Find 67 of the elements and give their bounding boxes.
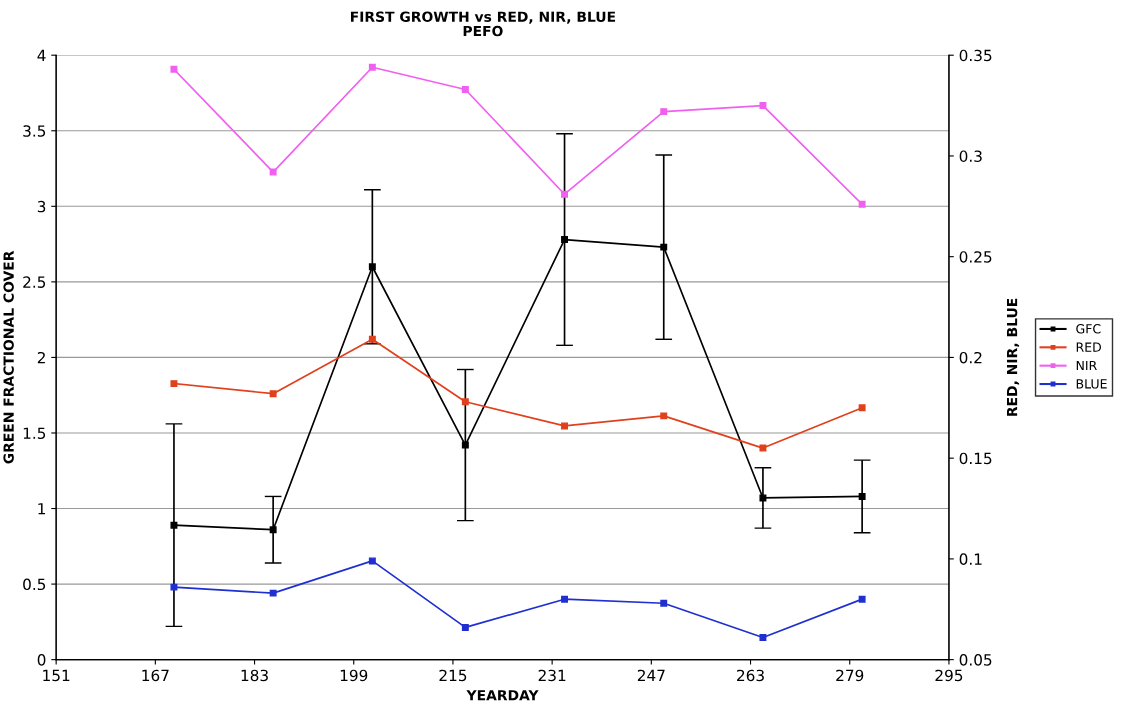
x-tick-label: 215 <box>439 669 467 682</box>
point <box>368 263 376 271</box>
chart-subtitle: PEFO <box>463 25 503 37</box>
y-tick-label: 3.5 <box>23 125 46 137</box>
point <box>368 557 376 565</box>
point <box>368 63 376 71</box>
y-axis-title: GREEN FRACTIONAL COVER <box>3 250 14 464</box>
point <box>858 492 866 500</box>
x-tick-label: 167 <box>142 669 169 682</box>
point <box>461 623 469 631</box>
x-tick-label: 231 <box>538 669 566 682</box>
y2-tick-label: 0.05 <box>959 654 992 666</box>
point <box>269 390 277 398</box>
point <box>561 190 569 198</box>
point <box>660 108 668 116</box>
point <box>269 526 277 534</box>
point <box>759 102 767 110</box>
x-tick-label: 263 <box>737 669 764 682</box>
y2-axis-title: RED, NIR, BLUE <box>1006 298 1020 416</box>
x-axis-title: YEARDAY <box>466 690 539 701</box>
point <box>170 521 178 529</box>
point <box>170 65 178 73</box>
legend-label: GFC <box>1076 324 1101 334</box>
x-tick-label: 295 <box>935 669 963 682</box>
x-tick-label: 151 <box>43 669 70 682</box>
y-tick-label: 2 <box>37 351 45 364</box>
y2-tick-label: 0.25 <box>959 251 992 263</box>
point <box>858 595 866 603</box>
y2-tick-label: 0.35 <box>959 49 992 62</box>
y2-tick-label: 0.3 <box>959 150 982 162</box>
point <box>269 589 277 597</box>
point <box>858 404 866 412</box>
legend-label: RED <box>1076 342 1102 352</box>
point <box>461 441 469 449</box>
y-tick-label: 3 <box>37 200 46 213</box>
legend-label: NIR <box>1076 360 1097 371</box>
point <box>660 599 668 607</box>
y2-tick-label: 0.1 <box>959 553 982 565</box>
point <box>759 444 767 452</box>
point <box>561 422 569 430</box>
point <box>461 398 469 406</box>
point <box>660 243 668 251</box>
y-tick-label: 4 <box>37 49 46 62</box>
y-tick-label: 1.5 <box>23 427 46 439</box>
point <box>759 634 767 641</box>
y-tick-label: 2.5 <box>23 276 46 288</box>
x-tick-label: 183 <box>241 669 268 682</box>
point <box>269 168 277 176</box>
point <box>561 236 569 244</box>
point <box>170 380 178 388</box>
x-tick-label: 199 <box>340 669 368 682</box>
y-tick-label: 0 <box>37 654 46 666</box>
point <box>660 412 668 420</box>
point <box>858 200 866 208</box>
y-tick-label: 0.5 <box>23 578 46 591</box>
point <box>170 583 178 591</box>
y2-tick-label: 0.2 <box>959 351 982 364</box>
x-tick-label: 279 <box>836 669 864 682</box>
chart-title: FIRST GROWTH vs RED, NIR, BLUE <box>350 11 616 24</box>
point <box>368 335 376 343</box>
point <box>461 85 469 93</box>
point <box>759 494 767 502</box>
point <box>561 595 569 603</box>
x-tick-label: 247 <box>637 669 665 681</box>
y-tick-label: 1 <box>38 503 46 515</box>
y2-tick-label: 0.15 <box>959 452 992 465</box>
legend-label: BLUE <box>1076 379 1107 389</box>
